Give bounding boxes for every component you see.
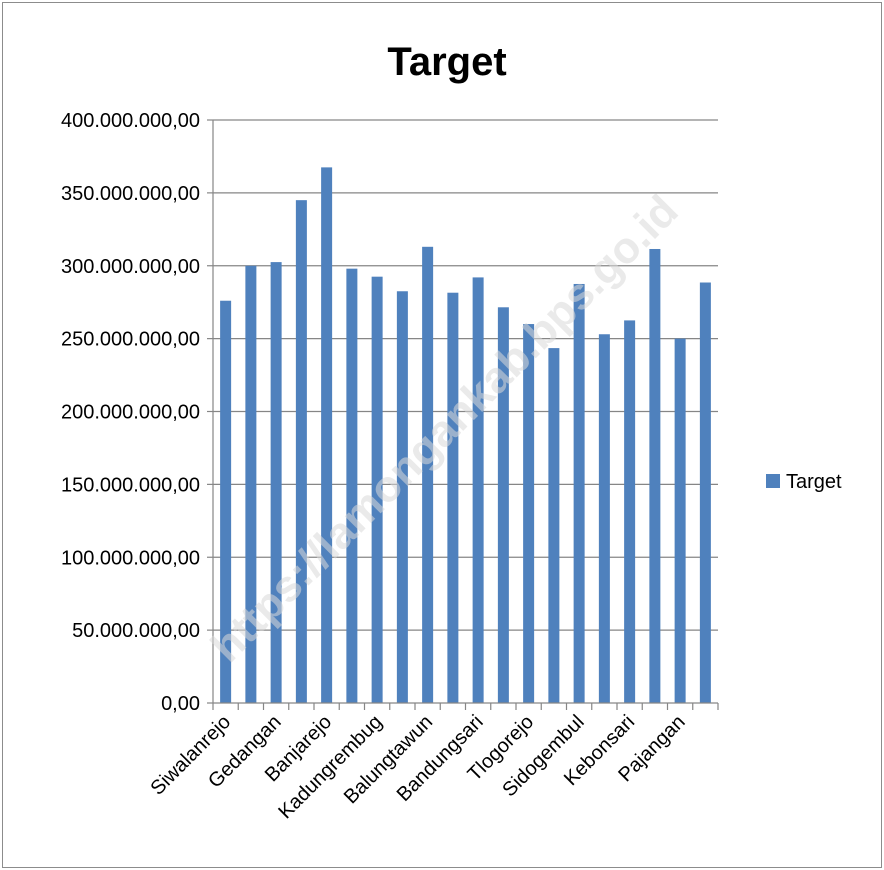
bar xyxy=(270,262,282,703)
bar xyxy=(245,265,257,703)
bar xyxy=(422,246,434,704)
bar xyxy=(624,320,636,703)
legend-swatch xyxy=(766,474,780,488)
bars xyxy=(220,167,711,704)
x-axis-tick-labels: SiwalanrejoGedanganBanjarejoKadungrembug… xyxy=(146,711,689,823)
bar xyxy=(321,167,333,703)
bar xyxy=(548,348,560,703)
y-axis-tick-labels: 0,00 50.000.000,00 100.000.000,00 150.000.0… xyxy=(61,110,200,715)
y-tick-label: 50.000.000,00 xyxy=(72,620,200,642)
legend: Target xyxy=(766,471,842,493)
y-tick-label: 100.000.000,00 xyxy=(61,547,200,569)
legend-label: Target xyxy=(786,471,842,493)
bar xyxy=(523,324,535,703)
bar xyxy=(573,283,585,703)
bar xyxy=(674,338,686,703)
y-tick-label: 150.000.000,00 xyxy=(61,474,200,496)
bar xyxy=(497,307,509,703)
y-tick-label: 350.000.000,00 xyxy=(61,183,200,205)
y-tick-label: 250.000.000,00 xyxy=(61,329,200,351)
bar xyxy=(346,268,358,703)
chart-title: Target xyxy=(387,40,506,84)
bar xyxy=(371,276,383,703)
bar xyxy=(649,248,661,703)
bar xyxy=(472,277,484,703)
bar xyxy=(220,300,232,703)
bar xyxy=(447,292,459,703)
bar-chart: Target 0,00 50.000.000,00 100.000.000,00 15… xyxy=(61,40,842,823)
y-tick-label: 300.000.000,00 xyxy=(61,256,200,278)
bar xyxy=(295,200,307,703)
bar xyxy=(598,334,610,703)
axes xyxy=(212,120,719,710)
y-tick-label: 400.000.000,00 xyxy=(61,110,200,132)
bar xyxy=(396,291,408,703)
y-tick-label: 200.000.000,00 xyxy=(61,402,200,424)
bar xyxy=(699,282,711,703)
y-tick-label: 0,00 xyxy=(161,693,200,715)
